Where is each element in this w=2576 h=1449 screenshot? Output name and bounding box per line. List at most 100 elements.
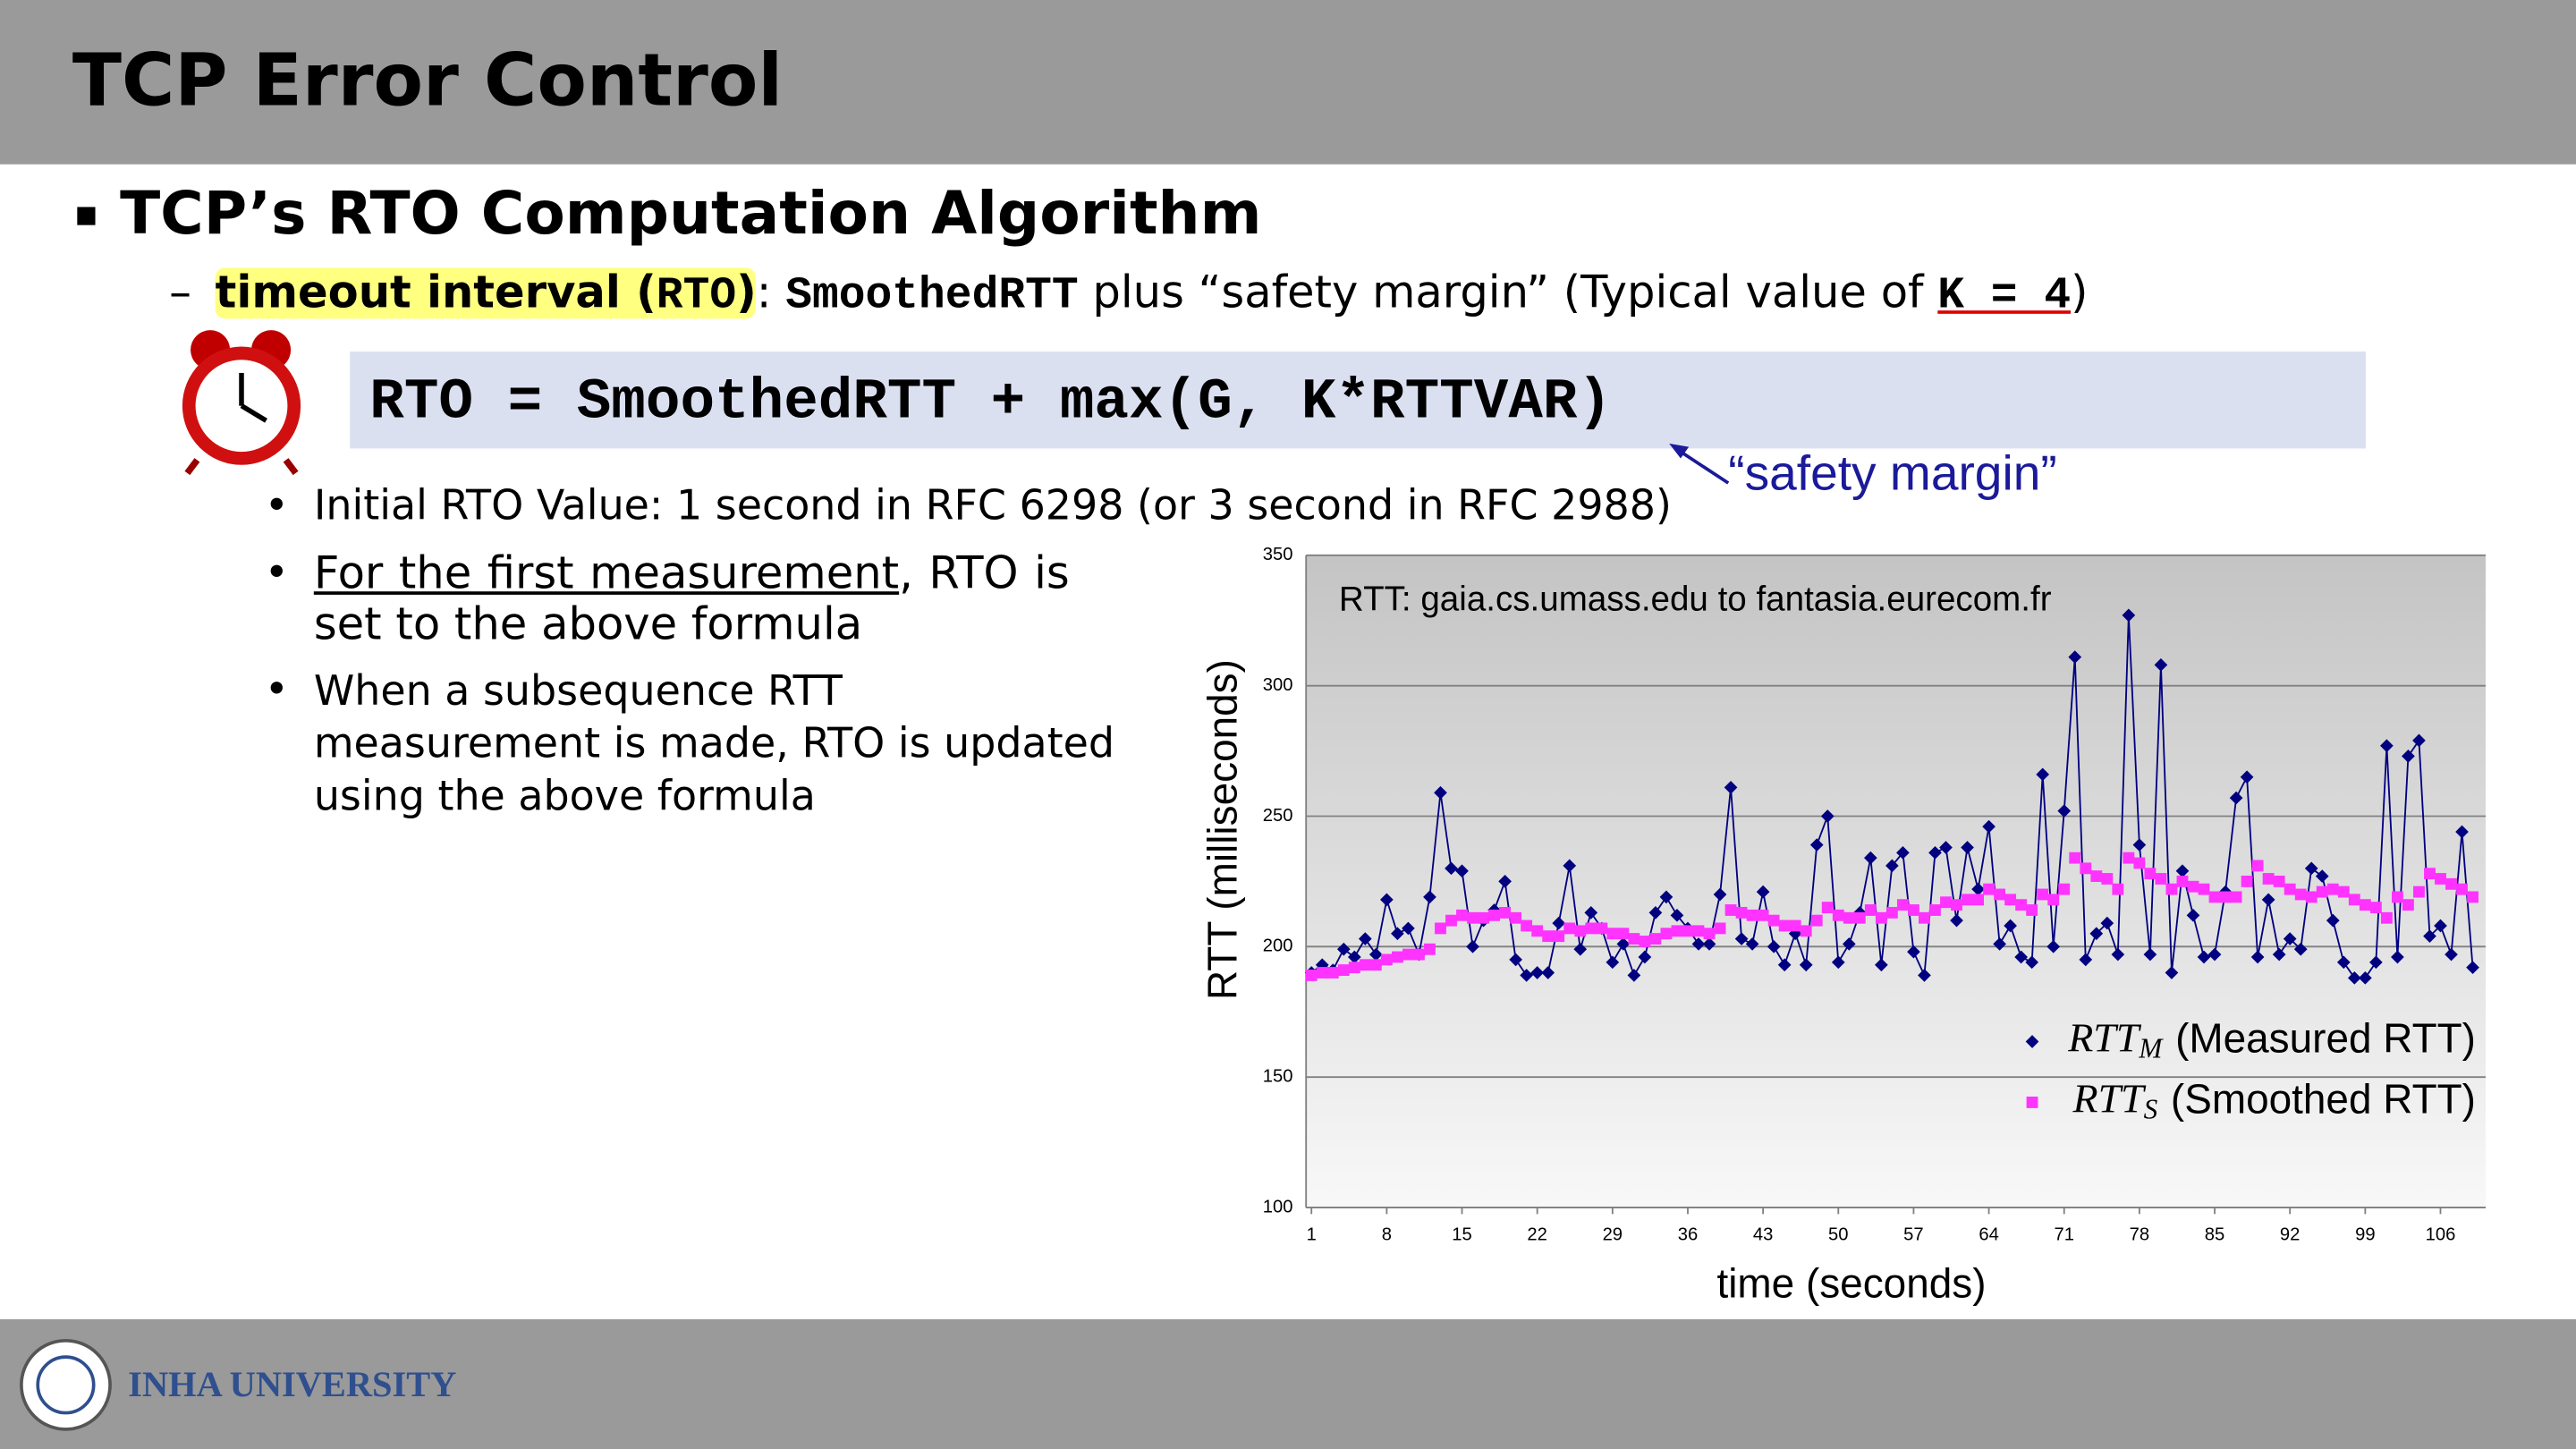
annotation: “safety margin” xyxy=(1728,446,2057,502)
data-point xyxy=(2326,883,2339,895)
data-point xyxy=(1714,922,1726,935)
square-bullet xyxy=(77,207,96,225)
data-point xyxy=(1368,947,1383,962)
data-point xyxy=(2187,880,2199,893)
data-point xyxy=(1359,959,1371,971)
highlight-text: timeout interval ( xyxy=(215,267,657,319)
text: : xyxy=(756,267,786,319)
data-point xyxy=(2391,950,2404,964)
dash: – xyxy=(169,267,191,319)
x-tick-label: 36 xyxy=(1678,1225,1698,1245)
x-tick-label: 85 xyxy=(2205,1225,2224,1245)
data-point xyxy=(2165,883,2178,895)
x-tick-label: 64 xyxy=(1979,1225,1998,1245)
data-point xyxy=(2391,891,2403,903)
data-point xyxy=(1574,925,1587,937)
legend-name: (Smoothed RTT) xyxy=(2171,1076,2476,1123)
text: ) xyxy=(2071,267,2089,319)
data-point xyxy=(1864,904,1877,916)
data-point xyxy=(1510,911,1522,924)
text: plus “safety margin” (Typical value of xyxy=(1078,267,1938,319)
data-point xyxy=(2293,942,2308,956)
data-point xyxy=(1478,911,1489,924)
data-point xyxy=(2262,873,2275,885)
data-point xyxy=(2100,916,2114,930)
data-point xyxy=(1424,943,1436,955)
data-point xyxy=(1789,919,1801,932)
data-point xyxy=(1682,925,1694,937)
bullet-dot: • xyxy=(264,481,289,530)
data-point xyxy=(2026,904,2038,916)
x-tick-label: 43 xyxy=(1753,1225,1773,1245)
data-point xyxy=(2337,886,2350,898)
data-point xyxy=(1767,914,1780,927)
data-point xyxy=(1885,906,1898,919)
heading: TCP’s RTO Computation Algorithm xyxy=(120,181,1262,249)
data-point xyxy=(2015,899,2028,911)
y-tick-label: 250 xyxy=(1263,806,1293,826)
data-point xyxy=(1369,959,1382,971)
data-point xyxy=(1563,859,1577,873)
data-point xyxy=(2347,970,2361,985)
data-point xyxy=(2069,852,2081,864)
header-band xyxy=(0,0,2576,165)
data-point xyxy=(2402,899,2414,911)
x-tick-label: 50 xyxy=(1828,1225,1848,1245)
data-point xyxy=(2219,891,2232,903)
data-point xyxy=(1499,906,1512,919)
data-point xyxy=(2080,862,2092,875)
data-point xyxy=(2369,902,2382,914)
k-code: K = 4 xyxy=(1937,272,2072,323)
x-tick-label: 15 xyxy=(1452,1225,1471,1245)
data-point xyxy=(2273,875,2285,887)
data-point xyxy=(1488,909,1501,921)
legend-name: (Measured RTT) xyxy=(2175,1015,2476,1062)
data-point xyxy=(2047,894,2060,906)
data-point xyxy=(1875,911,1887,924)
x-axis-label: time (seconds) xyxy=(1716,1259,1986,1306)
data-point xyxy=(1596,922,1608,935)
data-point xyxy=(1962,894,1973,906)
data-point xyxy=(1896,845,1910,860)
data-point xyxy=(1810,914,1823,927)
y-tick-label: 300 xyxy=(1263,675,1293,695)
data-point xyxy=(1467,911,1479,924)
data-point xyxy=(1843,911,1855,924)
data-point xyxy=(1800,925,1812,937)
data-point xyxy=(1553,930,1565,943)
legend-symbol: RTT xyxy=(2067,1014,2142,1060)
sub-bullet: timeout interval (RTO): SmoothedRTT plus… xyxy=(215,267,2089,323)
data-point xyxy=(1919,911,1930,924)
data-point xyxy=(2123,852,2135,864)
data-point xyxy=(2251,860,2264,872)
data-point xyxy=(1853,911,1866,924)
data-point xyxy=(1885,859,1899,873)
data-point xyxy=(1380,953,1393,966)
data-point xyxy=(1348,962,1360,974)
data-point xyxy=(2144,868,2157,880)
underlined-text: For the first measurement xyxy=(313,548,900,600)
data-point xyxy=(1692,925,1705,937)
footer-text: INHA UNIVERSITY xyxy=(128,1363,457,1405)
data-point xyxy=(1649,933,1662,945)
data-point xyxy=(2294,888,2307,901)
legend-entry: RTTS (Smoothed RTT) xyxy=(2072,1075,2476,1125)
data-point xyxy=(1521,919,1533,932)
bullet-dot: • xyxy=(264,665,289,714)
y-tick-label: 100 xyxy=(1263,1197,1293,1216)
data-point xyxy=(1628,933,1640,945)
data-point xyxy=(2133,857,2146,869)
data-point xyxy=(2176,875,2189,887)
data-point xyxy=(2207,947,2222,962)
data-point xyxy=(1542,930,1555,943)
data-point xyxy=(1756,885,1770,899)
x-tick-label: 29 xyxy=(1603,1225,1623,1245)
data-point xyxy=(1552,916,1566,930)
x-tick-label: 92 xyxy=(2280,1225,2300,1245)
data-point xyxy=(1832,909,1844,921)
data-point xyxy=(2316,886,2328,898)
y-tick-label: 350 xyxy=(1263,545,1293,564)
